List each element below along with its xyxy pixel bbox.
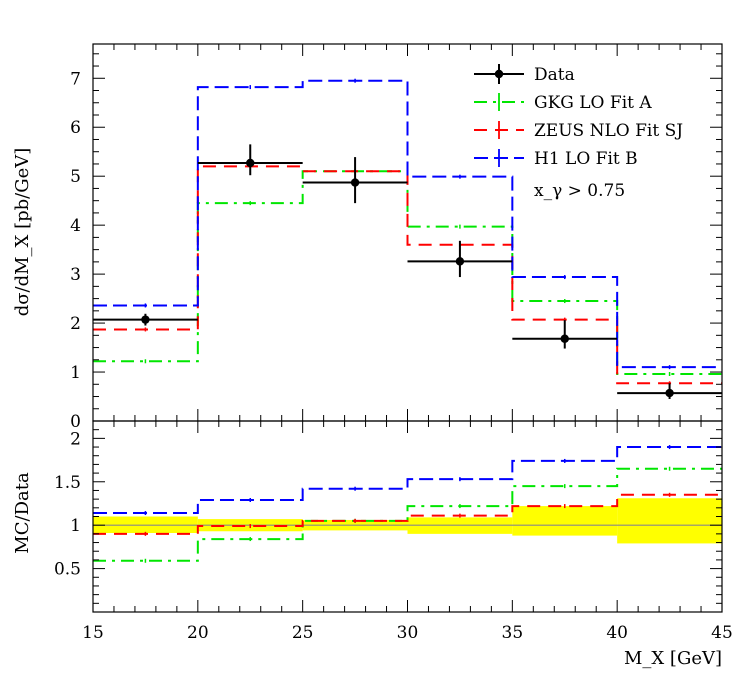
x-tick-label: 35 — [502, 623, 524, 643]
top-y-tick-label: 4 — [70, 216, 81, 236]
axis-ticks — [92, 44, 723, 612]
data-point — [350, 178, 360, 187]
bottom-y-tick-label: 2 — [70, 429, 81, 449]
x-axis-title: M_X [GeV] — [624, 648, 722, 669]
x-tick-label: 40 — [606, 623, 628, 643]
bottom-y-tick-label: 1.5 — [54, 473, 81, 493]
top-series-zeus-nlo-fit-sj — [93, 165, 722, 385]
top-series-h1-lo-fit-b — [93, 79, 722, 369]
top-y-axis-title: dσ/dM_X [pb/GeV] — [12, 148, 33, 317]
top-y-tick-label: 0 — [70, 412, 81, 432]
data-point — [455, 257, 465, 266]
legend-label-data: Data — [534, 65, 575, 85]
bottom-series-zeus-nlo-fit-sj — [93, 493, 722, 535]
x-tick-label: 15 — [82, 623, 104, 643]
top-y-tick-label: 5 — [70, 167, 81, 187]
bottom-y-tick-label: 1 — [70, 516, 81, 536]
bottom-y-tick-label: 0.5 — [54, 560, 81, 580]
x-tick-label: 20 — [187, 623, 209, 643]
legend: Data GKG LO Fit A ZEUS NLO Fit SJ H1 LO Fit… — [474, 64, 683, 169]
legend-data-marker — [494, 69, 504, 79]
bottom-panel-histograms — [93, 445, 722, 563]
cut-annotation: x_γ > 0.75 — [534, 181, 625, 201]
top-y-tick-label: 7 — [70, 69, 81, 89]
data-point — [246, 158, 255, 168]
top-y-tick-label: 2 — [70, 314, 81, 334]
top-y-tick-label: 1 — [70, 363, 81, 383]
legend-label: H1 LO Fit B — [534, 149, 638, 169]
legend-label: GKG LO Fit A — [534, 93, 652, 113]
x-tick-label: 45 — [711, 623, 733, 643]
data-point — [665, 388, 674, 398]
x-tick-label: 30 — [397, 623, 419, 643]
bottom-series-h1-lo-fit-b — [93, 446, 722, 515]
uncertainty-band-bin — [512, 506, 618, 536]
top-y-tick-label: 3 — [70, 265, 81, 285]
data-points — [93, 144, 722, 399]
bottom-y-axis-title: MC/Data — [12, 472, 33, 554]
data-point — [560, 334, 569, 343]
legend-label: ZEUS NLO Fit SJ — [534, 121, 683, 141]
x-tick-label: 25 — [292, 623, 314, 643]
data-point — [141, 315, 150, 324]
bottom-panel-band-layer — [93, 498, 722, 544]
uncertainty-band-bin — [617, 498, 722, 544]
top-y-tick-label: 6 — [70, 118, 81, 138]
bottom-series-gkg-lo-fit-a — [93, 467, 722, 562]
